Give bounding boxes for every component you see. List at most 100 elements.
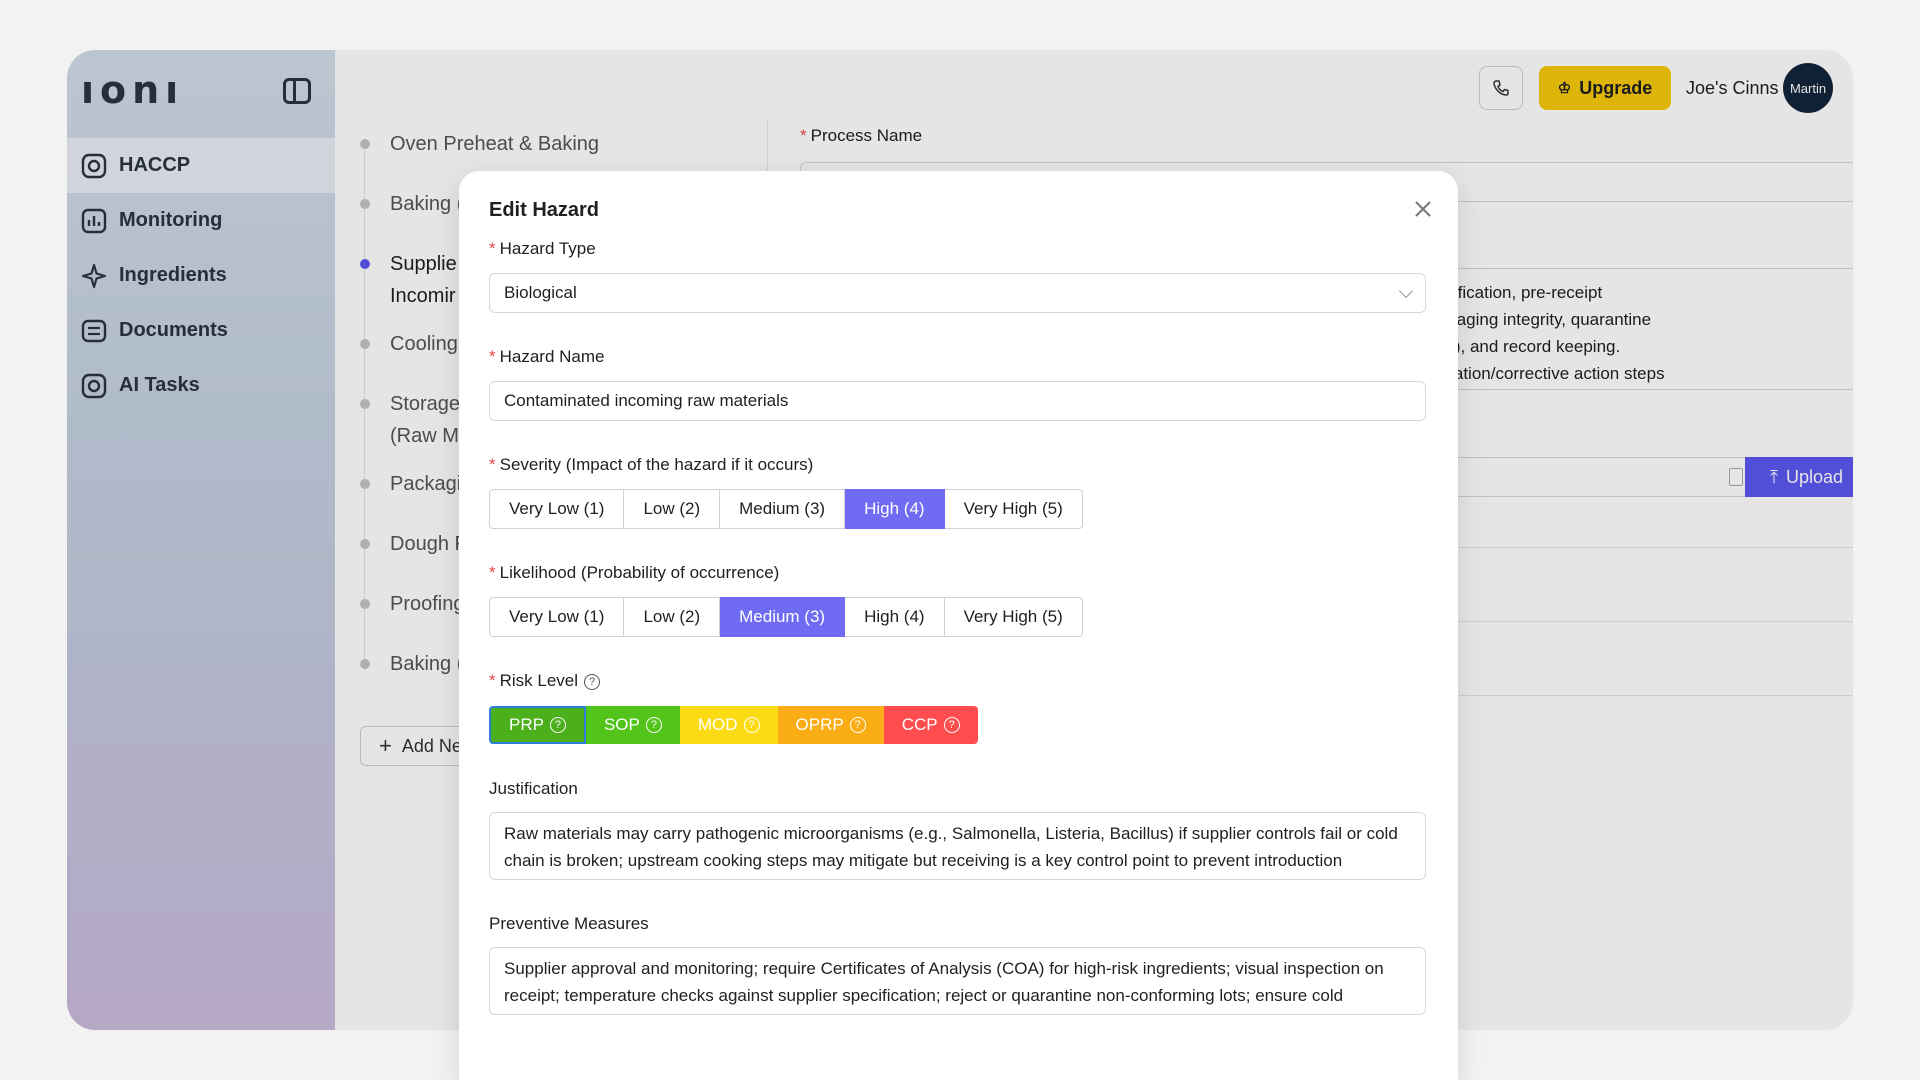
step-dot [360,399,370,409]
modal-title: Edit Hazard [489,199,600,221]
hazard-type-select[interactable]: Biological [489,273,1426,313]
step-dot [360,139,370,149]
severity-option[interactable]: Very High (5) [944,489,1083,529]
likelihood-option[interactable]: Very High (5) [944,597,1083,637]
upgrade-button[interactable]: ♔ Upgrade [1539,66,1671,110]
step-label: Cooling [390,333,458,355]
severity-option[interactable]: Very Low (1) [489,489,625,529]
upload-button[interactable]: ⤒ Upload [1745,457,1853,497]
help-icon: ? [645,717,662,733]
ai-tasks-icon [81,373,107,399]
risk-option-ccp[interactable]: CCP? [883,706,978,744]
step-dot [360,659,370,669]
preventive-measures-label: Preventive Measures [489,914,649,933]
process-steps-list: Oven Preheat & Baking Baking ( Supplie In… [360,130,640,710]
step-item[interactable]: Baking ( [360,190,640,250]
user-name: Joe's Cinns [1686,78,1779,98]
row-divider [1335,621,1853,622]
chevron-down-icon [1398,283,1414,299]
upload-label: Upload [1785,466,1843,487]
justification-label: Justification [489,779,578,798]
upgrade-label: Upgrade [1579,77,1653,98]
logo: ıonı [81,68,185,112]
sidebar: ıonı HACCP Monitoring Ingredients [67,50,335,1030]
step-item-active[interactable]: Supplie Incomir [360,250,640,330]
severity-option-selected[interactable]: High (4) [845,489,945,529]
documents-icon [81,318,107,344]
hazard-name-input[interactable]: Contaminated incoming raw materials [489,381,1426,421]
process-name-label: * Process Name [800,126,923,145]
step-dot [360,539,370,549]
step-label: Packagi [390,473,462,495]
close-icon[interactable] [1411,197,1435,221]
sidebar-toggle-icon[interactable] [283,78,311,104]
row-divider [1335,547,1853,548]
step-label: Storage [390,393,461,415]
sidebar-item-ingredients[interactable]: Ingredients [67,248,335,303]
likelihood-option[interactable]: Low (2) [624,597,721,637]
add-new-label: Add Ne [401,735,462,756]
risk-option-mod[interactable]: MOD? [679,706,778,744]
row-divider [1335,695,1853,696]
sidebar-nav: HACCP Monitoring Ingredients Documents [67,138,335,413]
likelihood-option-selected[interactable]: Medium (3) [720,597,846,637]
risk-option-oprp[interactable]: OPRP? [777,706,884,744]
severity-option[interactable]: Low (2) [624,489,721,529]
step-label-line2: (Raw M [390,425,459,447]
severity-option[interactable]: Medium (3) [720,489,846,529]
risk-level-label: * Risk Level? [489,671,601,691]
sidebar-item-label: Documents [119,319,228,341]
plus-icon: + [379,733,392,758]
phone-icon [1493,80,1509,96]
likelihood-option[interactable]: High (4) [845,597,945,637]
help-icon[interactable]: ? [584,673,601,690]
severity-selector: Very Low (1) Low (2) Medium (3) High (4)… [489,489,1083,529]
step-item[interactable]: Oven Preheat & Baking [360,130,640,190]
likelihood-selector: Very Low (1) Low (2) Medium (3) High (4)… [489,597,1083,637]
likelihood-option[interactable]: Very Low (1) [489,597,625,637]
edit-hazard-modal: Edit Hazard * Hazard Type Biological * Haz… [459,171,1458,1080]
justification-textarea[interactable]: Raw materials may carry pathogenic micro… [489,812,1426,880]
steps-connector [364,150,365,670]
sidebar-item-ai-tasks[interactable]: AI Tasks [67,358,335,413]
help-icon: ? [549,717,566,733]
step-dot [360,259,370,269]
severity-label: * Severity (Impact of the hazard if it oc… [489,455,814,474]
chart-icon [81,208,107,234]
step-label: Dough F [390,533,467,555]
step-item[interactable]: Proofing [360,590,640,650]
help-icon: ? [849,717,866,733]
step-label: Baking ( [390,653,464,675]
sparkle-icon [81,263,107,289]
help-icon: ? [943,717,960,733]
step-label: Oven Preheat & Baking [390,133,600,155]
sidebar-item-label: Ingredients [119,264,227,286]
step-label: Supplie [390,253,457,275]
likelihood-label: * Likelihood (Probability of occurrence) [489,563,780,582]
sidebar-item-haccp[interactable]: HACCP [67,138,335,193]
crown-icon: ♔ [1557,80,1572,97]
step-dot [360,339,370,349]
step-item[interactable]: Dough F [360,530,640,590]
avatar[interactable]: Martin [1783,63,1833,113]
risk-level-selector: PRP? SOP? MOD? OPRP? CCP? [489,706,978,744]
step-label: Baking ( [390,193,464,215]
step-item[interactable]: Baking ( [360,650,640,710]
upload-icon: ⤒ [1769,466,1778,487]
step-item[interactable]: Cooling [360,330,640,390]
risk-option-sop[interactable]: SOP? [585,706,680,744]
step-item[interactable]: Packagi [360,470,640,530]
step-item[interactable]: Storage (Raw M [360,390,640,470]
step-dot [360,599,370,609]
hazard-type-value: Biological [504,283,577,302]
hazard-name-value: Contaminated incoming raw materials [504,391,789,410]
preventive-measures-textarea[interactable]: Supplier approval and monitoring; requir… [489,947,1426,1015]
risk-option-prp[interactable]: PRP? [489,706,586,744]
sidebar-item-documents[interactable]: Documents [67,303,335,358]
sidebar-item-monitoring[interactable]: Monitoring [67,193,335,248]
phone-button[interactable] [1479,66,1523,110]
hazard-type-label: * Hazard Type [489,239,596,258]
help-icon: ? [743,717,760,733]
sidebar-item-label: AI Tasks [119,374,200,396]
sidebar-item-label: Monitoring [119,209,223,231]
